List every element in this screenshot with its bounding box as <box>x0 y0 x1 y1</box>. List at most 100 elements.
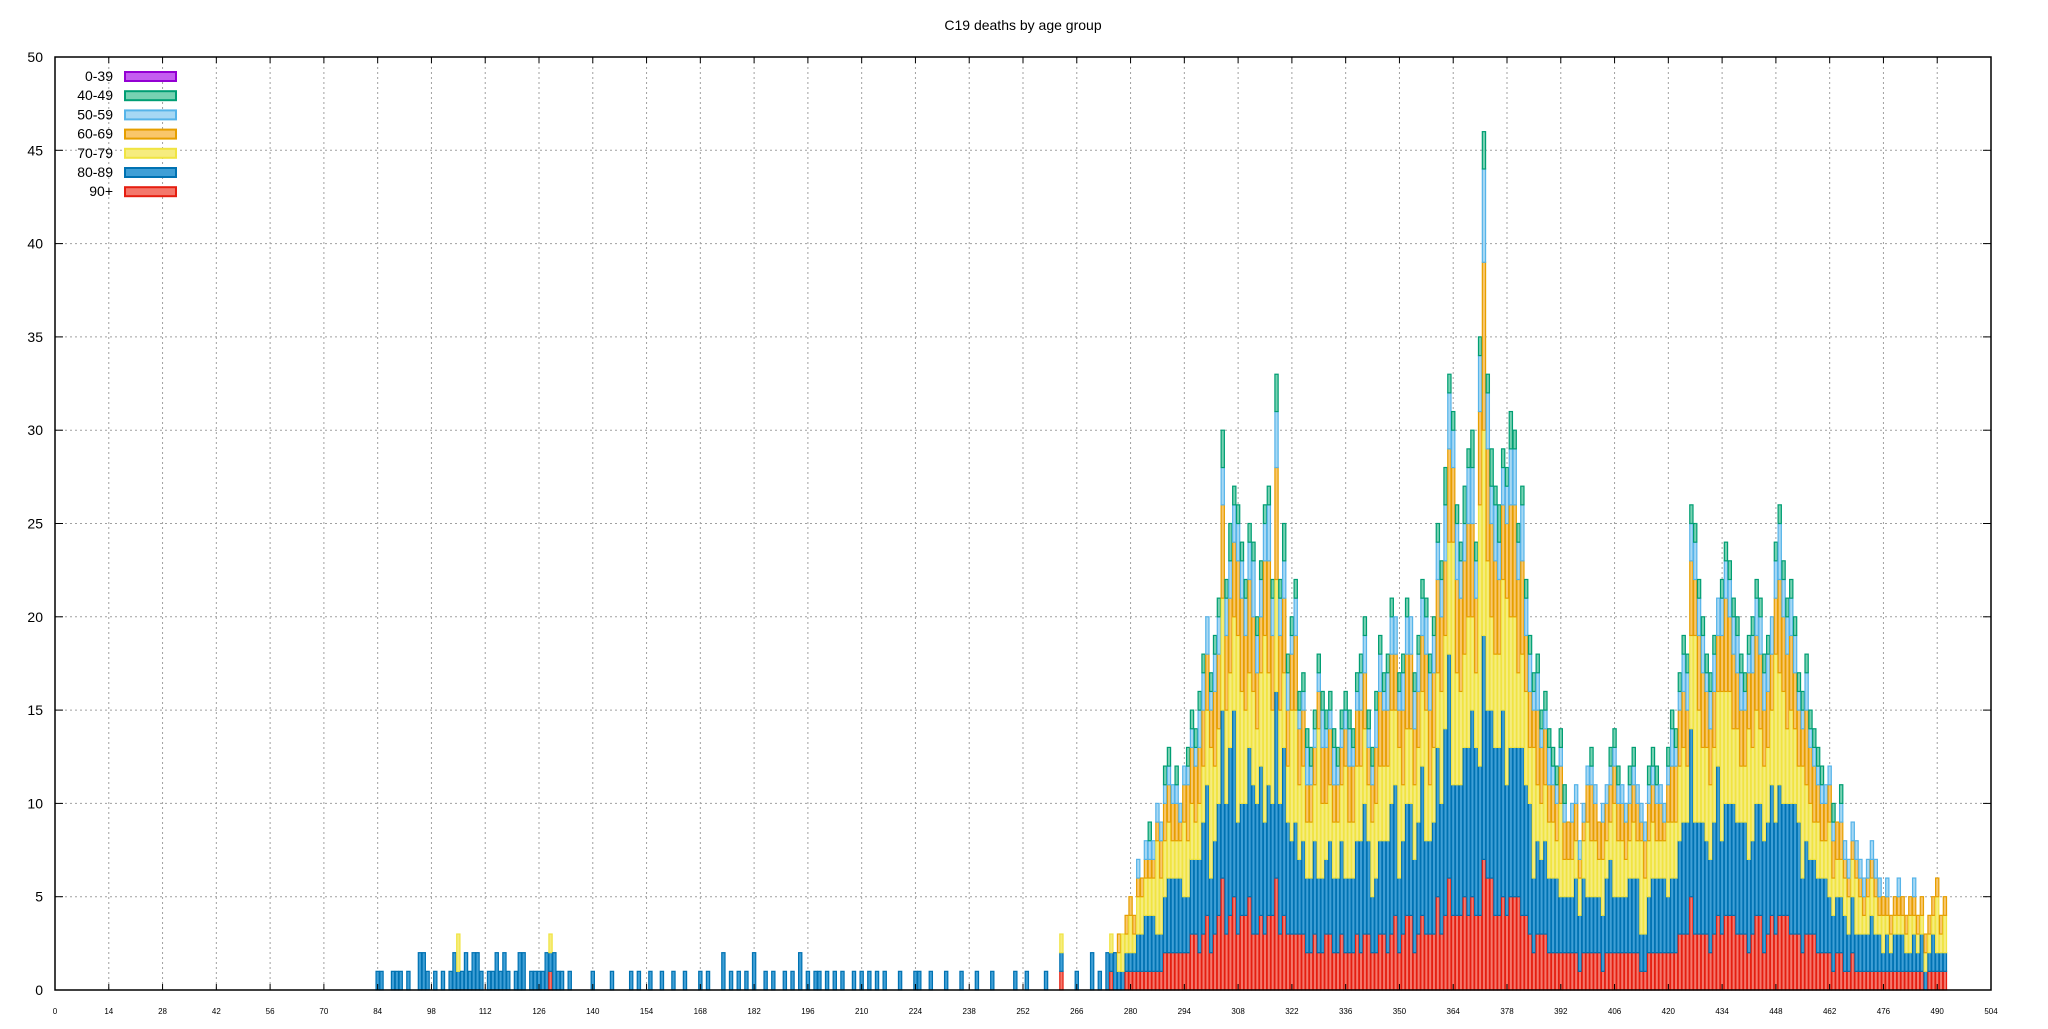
bar-segment <box>1262 504 1268 525</box>
bar-segment <box>1351 877 1356 954</box>
bar-segment <box>1458 914 1464 991</box>
bar-segment <box>379 970 384 991</box>
bar-segment <box>1758 914 1763 991</box>
bar-segment <box>1347 952 1352 991</box>
bar-segment <box>1677 672 1683 693</box>
x-tick-label: 154 <box>640 1007 654 1016</box>
bar-segment <box>1258 765 1264 916</box>
bar-segment <box>1796 821 1802 935</box>
bar-segment <box>1685 709 1690 767</box>
bar-segment <box>1558 896 1563 954</box>
bar-segment <box>1416 746 1421 823</box>
bar-segment <box>1911 877 1917 898</box>
bar-segment <box>1681 634 1686 655</box>
bar-segment <box>1896 877 1902 898</box>
bar-segment <box>540 970 546 991</box>
bar-segment <box>1385 653 1391 674</box>
bar-segment <box>1435 746 1441 898</box>
bar-segment <box>1869 840 1875 860</box>
bar-segment <box>1105 952 1110 991</box>
x-tick-label: 224 <box>909 1007 923 1016</box>
bar-segment <box>1693 578 1698 637</box>
bar-segment <box>1923 933 1928 954</box>
bar-segment <box>1869 914 1875 972</box>
bar-segment <box>1170 784 1176 804</box>
bar-segment <box>1458 690 1464 786</box>
bar-segment <box>1243 914 1249 991</box>
chart-title: C19 deaths by age group <box>944 17 1101 33</box>
bar-segment <box>1815 746 1821 767</box>
bar-segment <box>1235 933 1241 991</box>
bar-segment <box>1858 858 1863 879</box>
bar-segment <box>1854 877 1859 935</box>
bar-segment <box>1792 672 1798 730</box>
bar-segment <box>1297 784 1302 860</box>
x-tick-label: 350 <box>1393 1007 1407 1016</box>
bar-segment <box>1938 952 1944 972</box>
bar-segment <box>1888 914 1894 935</box>
bar-segment <box>552 952 557 991</box>
bar-segment <box>1435 522 1441 543</box>
bar-segment <box>1389 933 1394 991</box>
bar-segment <box>1343 709 1348 730</box>
bar-segment <box>1612 896 1617 954</box>
bar-segment <box>1328 728 1333 786</box>
bar-segment <box>1401 840 1406 935</box>
bar-segment <box>1447 448 1452 543</box>
bar-segment <box>1627 877 1633 954</box>
bar-segment <box>1593 896 1598 954</box>
legend-label: 80-89 <box>77 164 113 180</box>
bar-segment <box>1904 970 1909 991</box>
bar-segment <box>1708 952 1713 991</box>
bar-segment <box>1308 765 1314 786</box>
bar-segment <box>1819 840 1825 879</box>
bar-segment <box>1554 952 1560 991</box>
bar-segment <box>1819 784 1825 804</box>
bar-segment <box>1120 933 1126 972</box>
bar-segment <box>1727 914 1733 991</box>
bar-segment <box>1585 896 1590 954</box>
bar-segment <box>1289 933 1295 991</box>
bar-segment <box>1178 821 1183 842</box>
bar-segment <box>1470 466 1475 525</box>
bar-segment <box>1351 746 1356 767</box>
bar-segment <box>1185 765 1191 786</box>
bar-segment <box>1170 877 1176 954</box>
bar-segment <box>1266 914 1272 991</box>
bar-segment <box>1201 933 1206 991</box>
x-tick-label: 70 <box>319 1007 328 1016</box>
x-tick-label: 98 <box>427 1007 436 1016</box>
bar-segment <box>682 970 688 991</box>
bar-segment <box>1174 802 1179 842</box>
bar-segment <box>1504 485 1510 525</box>
bar-segment <box>1220 709 1225 879</box>
bar-segment <box>1301 690 1306 711</box>
bar-segment <box>1374 802 1379 879</box>
bar-segment <box>1685 821 1690 935</box>
bar-segment <box>1742 690 1748 711</box>
bar-segment <box>1942 970 1948 991</box>
bar-segment <box>1301 933 1306 991</box>
bar-segment <box>1243 578 1249 599</box>
bar-segment <box>1224 709 1229 804</box>
bar-segment <box>1931 914 1936 935</box>
bar-segment <box>1550 877 1556 954</box>
bar-segment <box>1174 952 1179 991</box>
bar-segment <box>1727 690 1733 805</box>
bar-segment <box>1731 616 1736 655</box>
bar-segment <box>1335 746 1341 767</box>
bar-segment <box>1451 410 1456 431</box>
bar-segment <box>824 970 830 991</box>
bar-segment <box>1201 709 1206 767</box>
bar-segment <box>1401 784 1406 842</box>
bar-segment <box>1366 709 1371 730</box>
bar-segment <box>1616 896 1621 954</box>
bar-segment <box>1693 933 1698 991</box>
bar-segment <box>1328 784 1333 842</box>
x-tick-label: 252 <box>1016 1007 1030 1016</box>
bar-segment <box>1362 616 1368 637</box>
bar-segment <box>1842 877 1848 916</box>
bar-segment <box>1189 858 1195 935</box>
bar-segment <box>1658 840 1663 879</box>
bar-segment <box>1120 970 1126 991</box>
